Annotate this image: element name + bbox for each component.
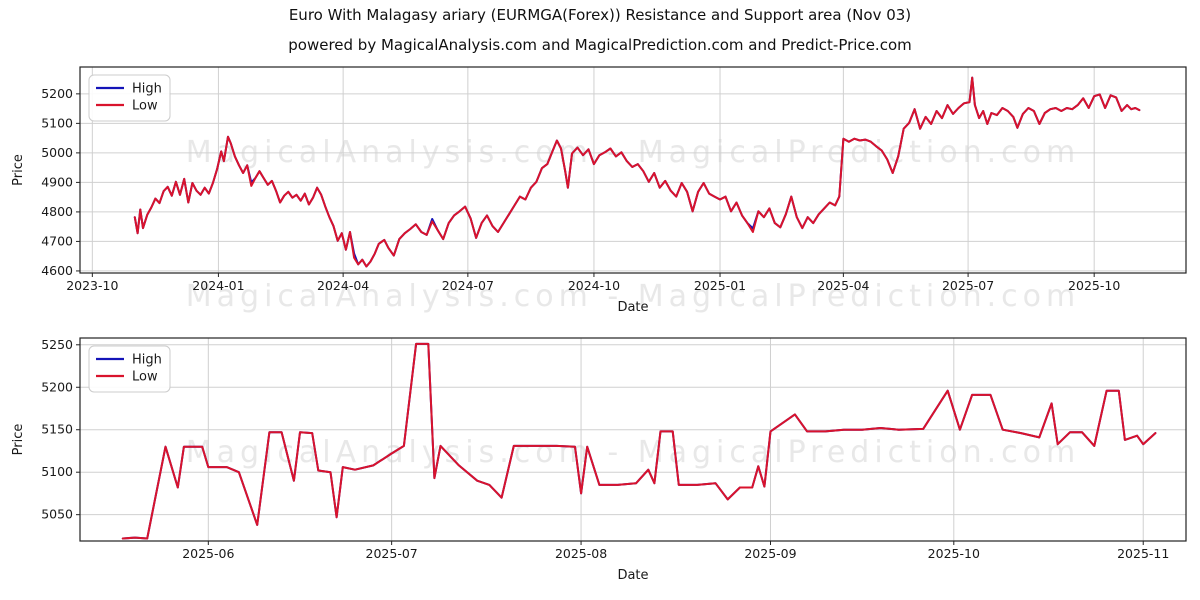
x-tick-label: 2025-11 bbox=[1117, 546, 1169, 561]
y-tick-label: 5150 bbox=[41, 422, 73, 437]
chart-top: 4600 4700 4800 4900 5000 5100 5200 2023-10 2024-… bbox=[11, 66, 1187, 315]
watermark-text: MagicalAnalysis.com - MagicalPrediction.… bbox=[186, 279, 1080, 314]
y-tick-label: 5250 bbox=[41, 337, 73, 352]
x-tick-label: 2024-07 bbox=[442, 278, 494, 293]
y-tick-label: 4600 bbox=[41, 263, 73, 278]
x-tick-label: 2024-04 bbox=[317, 278, 369, 293]
y-tick-label: 5100 bbox=[41, 464, 73, 479]
y-axis-label: Price bbox=[11, 424, 26, 456]
x-tick-label: 2023-10 bbox=[66, 278, 118, 293]
x-tick-label: 2025-06 bbox=[182, 546, 234, 561]
legend-label-high: High bbox=[132, 353, 162, 368]
y-tick-label: 4900 bbox=[41, 174, 73, 189]
series-high-line bbox=[133, 76, 1141, 268]
x-tick-label: 2025-09 bbox=[744, 546, 796, 561]
x-tick-label: 2025-07 bbox=[366, 546, 418, 561]
y-tick-label: 5200 bbox=[41, 86, 73, 101]
series-low-line bbox=[133, 76, 1141, 268]
legend-label-high: High bbox=[132, 82, 162, 97]
figure-title: Euro With Malagasy ariary (EURMGA(Forex)… bbox=[288, 6, 912, 24]
x-axis-label: Date bbox=[617, 300, 648, 315]
legend-box bbox=[88, 74, 171, 122]
y-tick-label: 5050 bbox=[41, 507, 73, 522]
legend: High Low bbox=[88, 345, 171, 393]
x-tick-label: 2025-07 bbox=[942, 278, 994, 293]
y-axis-label: Price bbox=[11, 154, 26, 186]
y-tick-label: 5100 bbox=[41, 115, 73, 130]
x-tick-label: 2025-04 bbox=[817, 278, 869, 293]
y-tick-label: 5000 bbox=[41, 145, 73, 160]
watermark-text: MagicalAnalysis.com - MagicalPrediction.… bbox=[186, 435, 1080, 470]
y-tick-label: 4700 bbox=[41, 233, 73, 248]
legend-box bbox=[88, 345, 171, 393]
y-tick-label: 4800 bbox=[41, 204, 73, 219]
chart-bottom: 5050 5100 5150 5200 5250 2025-06 2025-07 2025-0… bbox=[11, 337, 1187, 583]
x-axis-label: Date bbox=[617, 568, 648, 583]
plot-border bbox=[79, 337, 1187, 542]
legend-label-low: Low bbox=[132, 370, 158, 385]
y-tick-label: 5200 bbox=[41, 379, 73, 394]
x-tick-label: 2025-08 bbox=[555, 546, 607, 561]
plot-border bbox=[79, 66, 1187, 274]
legend-label-low: Low bbox=[132, 99, 158, 114]
series-low-line bbox=[121, 342, 1157, 540]
x-tick-label: 2025-01 bbox=[694, 278, 746, 293]
x-tick-label: 2025-10 bbox=[928, 546, 980, 561]
legend: High Low bbox=[88, 74, 171, 122]
x-tick-label: 2024-10 bbox=[568, 278, 620, 293]
x-tick-label: 2024-01 bbox=[192, 278, 244, 293]
figure-subtitle: powered by MagicalAnalysis.com and Magic… bbox=[288, 36, 912, 54]
x-tick-label: 2025-10 bbox=[1068, 278, 1120, 293]
